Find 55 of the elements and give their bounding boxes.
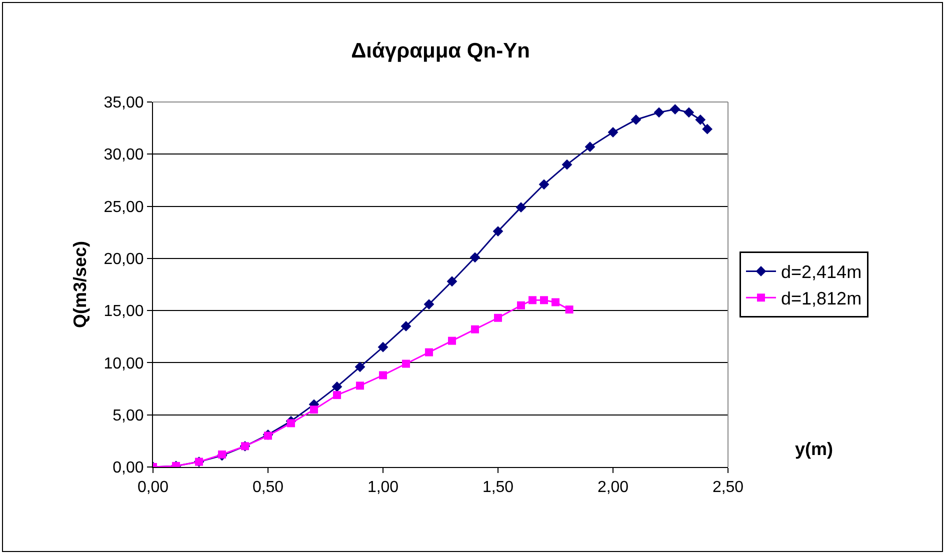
x-tick-label: 0,00 xyxy=(137,479,169,496)
point xyxy=(494,314,502,322)
y-tick-label: 20,00 xyxy=(104,251,144,268)
legend-label: d=1,812m xyxy=(781,288,862,309)
point xyxy=(562,159,572,170)
x-tick-label: 2,50 xyxy=(712,479,744,496)
y-axis-title: Q(m3/sec) xyxy=(70,240,90,328)
point xyxy=(356,382,364,390)
x-tick-label: 2,00 xyxy=(597,479,629,496)
point xyxy=(516,202,526,213)
point xyxy=(565,306,574,314)
point xyxy=(402,360,410,368)
point xyxy=(424,299,434,310)
point xyxy=(332,382,342,392)
y-tick-label: 10,00 xyxy=(104,355,144,372)
point xyxy=(378,342,388,352)
x-axis-title: y(m) xyxy=(795,439,834,459)
point xyxy=(287,419,295,428)
point xyxy=(702,124,712,134)
chart-title: Διάγραμμα Qn-Yn xyxy=(351,39,530,62)
point xyxy=(470,252,480,263)
point xyxy=(608,127,618,138)
y-tick-label: 25,00 xyxy=(104,198,144,216)
y-tick-label: 0,00 xyxy=(112,460,144,477)
point xyxy=(400,321,412,332)
point xyxy=(654,107,664,118)
y-tick-label: 30,00 xyxy=(104,146,144,164)
x-tick-label: 0,50 xyxy=(252,479,284,496)
y-tick-label: 35,00 xyxy=(104,94,144,112)
y-tick-label: 5,00 xyxy=(112,407,144,424)
point xyxy=(528,296,536,304)
point xyxy=(264,432,272,440)
point xyxy=(695,114,706,125)
point xyxy=(379,371,387,380)
x-tick-label: 1,50 xyxy=(482,479,514,496)
point xyxy=(540,296,548,304)
y-tick-label: 15,00 xyxy=(104,303,144,320)
legend-label: d=2,414m xyxy=(781,262,862,282)
x-tick-label: 1,00 xyxy=(367,479,399,496)
point xyxy=(354,362,366,372)
point xyxy=(492,226,504,237)
point xyxy=(218,450,226,458)
point xyxy=(310,406,318,414)
point xyxy=(517,301,525,310)
point xyxy=(333,391,341,400)
point xyxy=(684,107,694,118)
point xyxy=(584,142,596,152)
point xyxy=(448,336,456,345)
point xyxy=(670,104,680,114)
point xyxy=(425,348,433,356)
point xyxy=(538,179,550,190)
point xyxy=(446,276,458,287)
point xyxy=(552,298,560,306)
point xyxy=(471,325,479,334)
point xyxy=(630,114,642,125)
